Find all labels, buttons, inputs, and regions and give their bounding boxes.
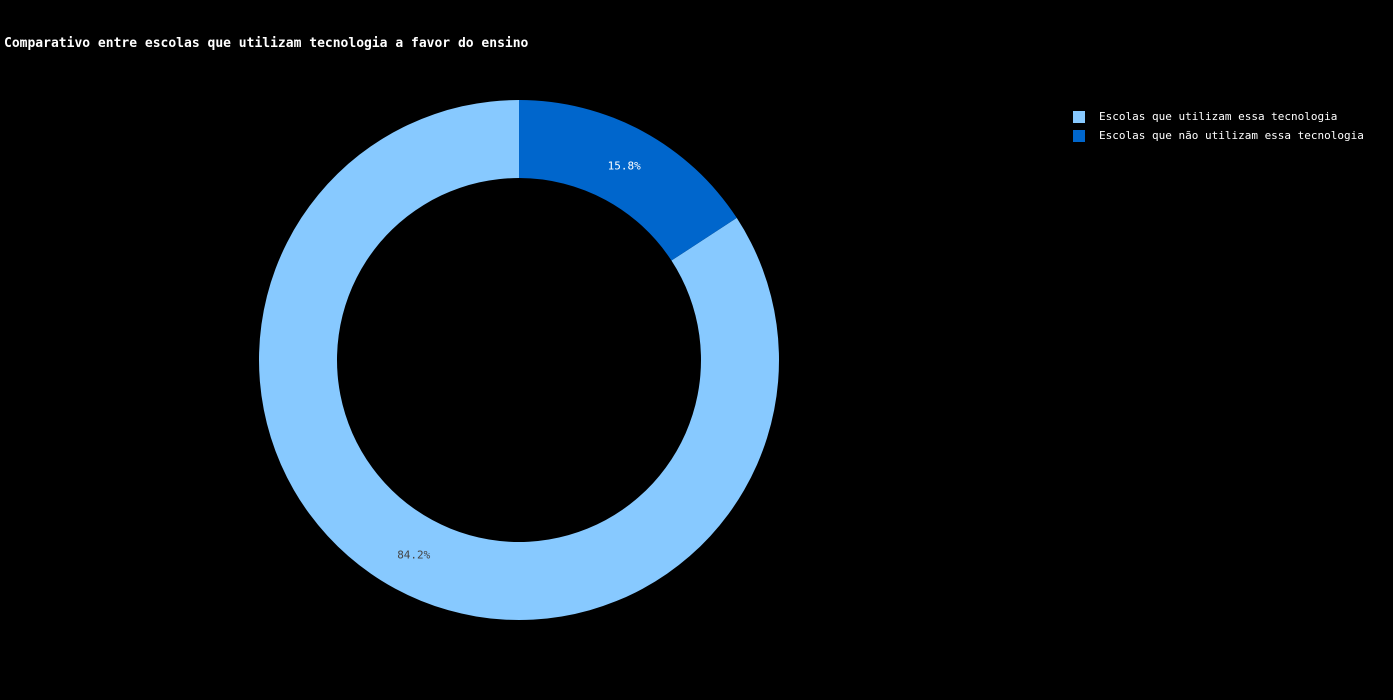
donut-slice-uses-technology[interactable] <box>259 100 780 620</box>
legend-swatch-uses-technology <box>1073 110 1085 123</box>
legend-swatch-not-uses-technology <box>1073 129 1085 142</box>
donut-slice-not-uses-technology[interactable] <box>519 100 737 261</box>
legend: Escolas que utilizam essa tecnologia Esc… <box>1073 107 1364 145</box>
legend-item-not-uses-technology[interactable]: Escolas que não utilizam essa tecnologia <box>1073 126 1364 145</box>
legend-label-not-uses-technology: Escolas que não utilizam essa tecnologia <box>1099 129 1364 142</box>
chart-title: Comparativo entre escolas que utilizam t… <box>4 36 529 51</box>
slice-label-uses-technology: 84.2% <box>397 548 430 561</box>
slice-label-not-uses-technology: 15.8% <box>608 160 641 173</box>
legend-item-uses-technology[interactable]: Escolas que utilizam essa tecnologia <box>1073 107 1364 126</box>
legend-label-uses-technology: Escolas que utilizam essa tecnologia <box>1099 110 1338 123</box>
